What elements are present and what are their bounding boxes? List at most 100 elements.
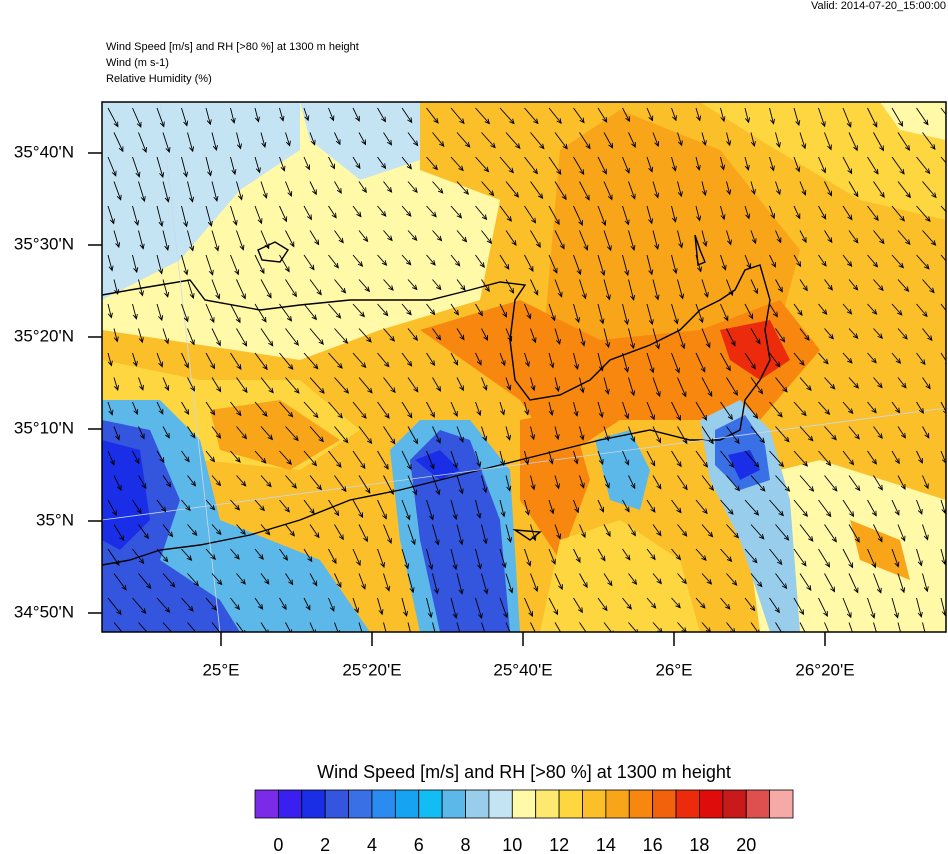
wind-arrow (775, 181, 781, 196)
wind-arrow (799, 230, 807, 244)
wind-arrow (744, 254, 752, 270)
wind-arrow (622, 548, 631, 561)
wind-arrow (334, 475, 347, 493)
wind-arrow (309, 132, 316, 146)
wind-arrow (401, 597, 409, 617)
wind-arrow (303, 205, 312, 221)
wind-arrow (456, 573, 464, 595)
wind-arrow (603, 181, 613, 201)
wind-arrow (744, 401, 759, 419)
colorbar-box (324, 789, 349, 819)
wind-arrow (181, 352, 189, 369)
wind-arrow (793, 352, 805, 366)
wind-arrow (750, 132, 756, 147)
wind-arrow (579, 426, 585, 441)
lat-tick-label: 35°20'N (14, 326, 74, 345)
wind-arrow (922, 328, 933, 342)
wind-arrow (548, 107, 562, 124)
wind-arrow (334, 132, 341, 146)
wind-arrow (107, 597, 122, 616)
wind-arrow (358, 230, 369, 243)
wind-arrow (793, 254, 802, 268)
wind-arrow (303, 303, 317, 321)
wind-arrow (162, 132, 171, 153)
wind-arrow (254, 597, 264, 610)
wind-arrow (726, 181, 732, 196)
wind-arrow (799, 132, 807, 150)
wind-arrow (236, 328, 248, 347)
wind-arrow (132, 205, 140, 227)
wind-arrow (548, 548, 556, 565)
wind-arrow (156, 107, 165, 128)
wind-arrow (744, 107, 751, 124)
wind-arrow (358, 475, 371, 494)
wind-arrow (426, 597, 433, 619)
wind-arrow (940, 107, 946, 116)
wind-arrow (873, 328, 883, 340)
wind-arrow (450, 450, 458, 469)
wind-arrow (358, 132, 367, 146)
wind-arrow (769, 401, 783, 418)
wind-arrow (597, 499, 605, 513)
wind-arrow (107, 450, 115, 466)
wind-arrow (432, 230, 443, 242)
wind-arrow (138, 230, 145, 250)
wind-arrow (554, 426, 560, 441)
wind-arrow (603, 524, 611, 538)
wind-arrow (916, 450, 923, 464)
wind-arrow (573, 548, 581, 564)
wind-arrow (309, 181, 317, 196)
wind-arrow (573, 352, 579, 371)
wind-arrow (352, 303, 365, 318)
wind-arrow (383, 573, 391, 592)
wind-arrow (579, 475, 585, 489)
wind-arrow (579, 230, 589, 251)
wind-arrow (652, 230, 660, 251)
wind-arrow (499, 499, 506, 518)
wind-arrow (156, 254, 164, 275)
wind-arrow (181, 597, 194, 612)
wind-arrow (524, 303, 532, 320)
wind-arrow (750, 426, 765, 444)
wind-arrow (383, 230, 393, 242)
colorbar-label: 18 (689, 835, 709, 854)
wind-arrow (187, 328, 195, 346)
wind-arrow (922, 622, 926, 632)
wind-arrow (162, 622, 173, 632)
wind-arrow (867, 254, 879, 268)
wind-arrow (603, 328, 611, 349)
wind-arrow (401, 548, 410, 570)
wind-arrow (597, 107, 608, 123)
wind-arrow (916, 303, 928, 318)
colorbar-box (652, 789, 677, 819)
field (102, 102, 946, 632)
wind-arrow (548, 401, 554, 417)
wind-arrow (352, 107, 360, 122)
wind-arrow (677, 524, 688, 537)
wind-arrow (891, 303, 903, 316)
wind-arrow (230, 156, 237, 176)
wind-arrow (597, 352, 604, 372)
wind-arrow (285, 524, 295, 537)
colorbar-title: Wind Speed [m/s] and RH [>80 %] at 1300 … (317, 762, 731, 782)
wind-arrow (328, 401, 343, 419)
wind-arrow (677, 328, 686, 350)
wind-arrow (499, 450, 506, 467)
wind-arrow (793, 450, 809, 467)
wind-arrow (867, 499, 877, 517)
wind-arrow (799, 622, 806, 632)
title-line: Wind (m s-1) (106, 57, 169, 69)
wind-arrow (156, 352, 164, 368)
wind-arrow (505, 426, 512, 441)
wind-arrow (695, 450, 708, 468)
wind-arrow (107, 205, 115, 225)
wind-arrow (769, 205, 776, 220)
wind-arrow (260, 475, 272, 488)
wind-arrow (107, 499, 117, 517)
wind-arrow (138, 377, 144, 391)
wind-arrow (426, 352, 436, 367)
wind-arrow (475, 205, 488, 221)
wind-arrow (236, 132, 242, 150)
wind-arrow (824, 377, 836, 390)
wind-arrow (383, 279, 394, 291)
